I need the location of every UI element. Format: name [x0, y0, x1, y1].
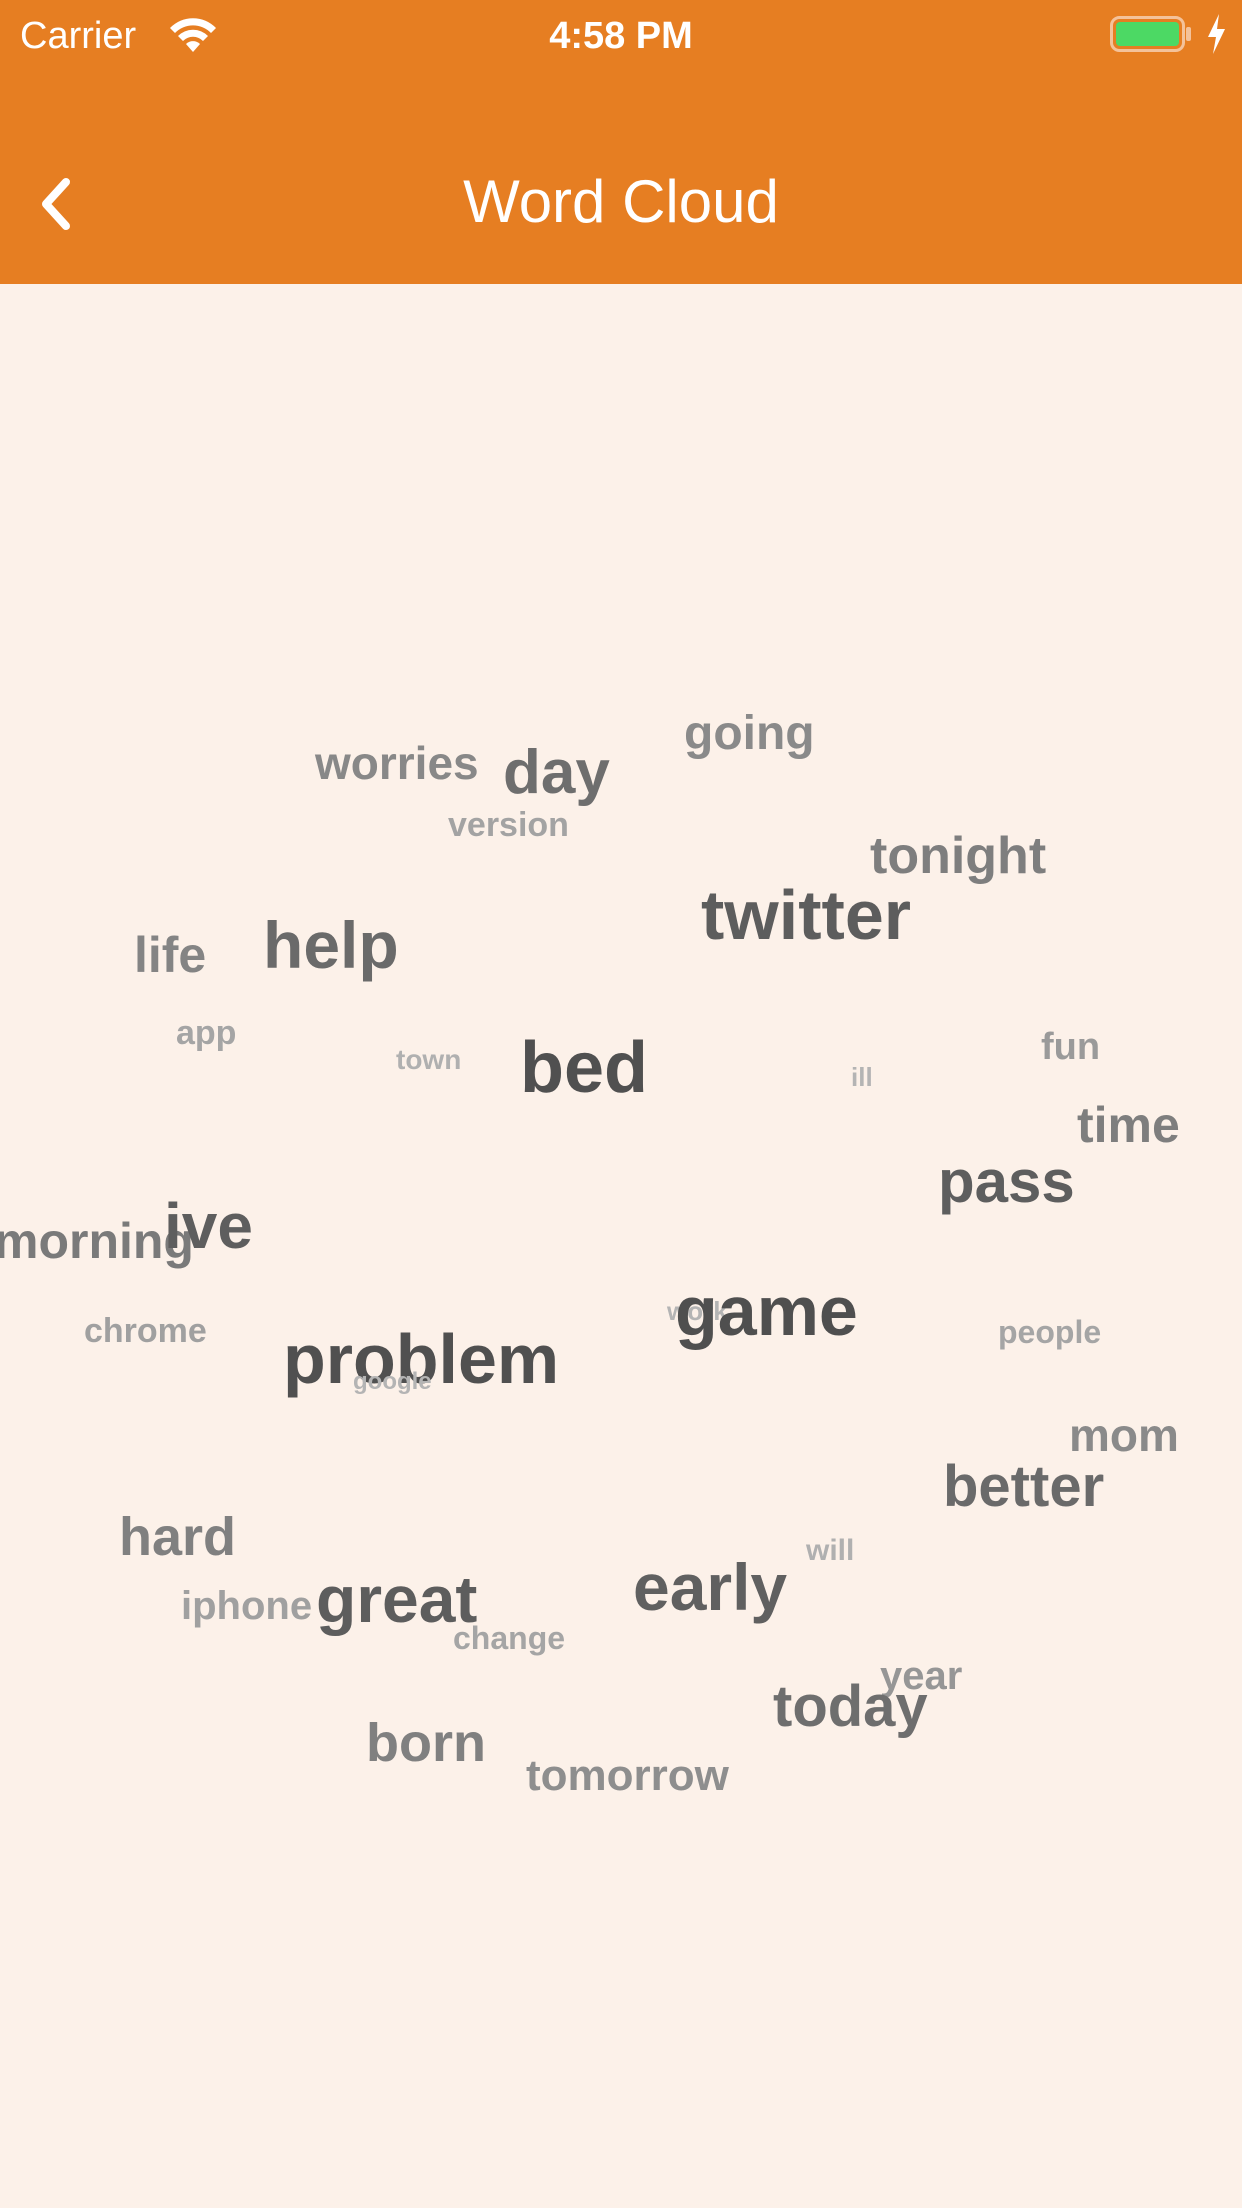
word-tomorrow[interactable]: tomorrow — [526, 1751, 729, 1800]
carrier-label: Carrier — [20, 15, 137, 57]
word-version[interactable]: version — [448, 806, 569, 844]
word-ill[interactable]: ill — [851, 1062, 873, 1092]
word-time[interactable]: time — [1077, 1097, 1180, 1153]
status-time: 4:58 PM — [549, 15, 693, 57]
word-problem[interactable]: problem — [283, 1320, 560, 1398]
word-town[interactable]: town — [396, 1044, 462, 1075]
word-hard[interactable]: hard — [119, 1507, 237, 1567]
word-pass[interactable]: pass — [938, 1148, 1075, 1215]
chevron-left-icon — [42, 178, 70, 230]
word-cloud: going worries day version tonight twitte… — [0, 284, 1242, 2208]
word-going[interactable]: going — [684, 707, 815, 760]
word-app[interactable]: app — [176, 1014, 237, 1052]
word-game[interactable]: game — [675, 1272, 858, 1350]
battery-icon — [1110, 16, 1191, 52]
word-better[interactable]: better — [943, 1454, 1105, 1519]
word-early[interactable]: early — [633, 1550, 788, 1624]
wifi-icon — [170, 18, 216, 52]
nav-header: Carrier 4:58 PM Word Cloud — [0, 0, 1242, 284]
word-year[interactable]: year — [880, 1654, 963, 1698]
word-twitter[interactable]: twitter — [701, 876, 911, 954]
word-will[interactable]: will — [806, 1534, 855, 1567]
word-ive[interactable]: ive — [164, 1190, 253, 1262]
word-today[interactable]: today — [773, 1674, 928, 1739]
word-google[interactable]: google — [353, 1368, 432, 1395]
word-change[interactable]: change — [453, 1620, 566, 1656]
word-help[interactable]: help — [263, 908, 399, 982]
page-title: Word Cloud — [463, 168, 779, 235]
word-day[interactable]: day — [503, 738, 610, 807]
word-bed[interactable]: bed — [520, 1028, 649, 1108]
word-morning[interactable]: morning — [0, 1213, 194, 1269]
word-mom[interactable]: mom — [1069, 1409, 1179, 1461]
word-iphone[interactable]: iphone — [181, 1584, 313, 1628]
word-worries[interactable]: worries — [315, 737, 479, 789]
word-chrome[interactable]: chrome — [84, 1312, 207, 1350]
word-people[interactable]: people — [998, 1314, 1102, 1350]
charging-bolt-icon — [1208, 14, 1225, 54]
word-work[interactable]: work — [667, 1296, 728, 1326]
word-fun[interactable]: fun — [1041, 1026, 1101, 1068]
word-tonight[interactable]: tonight — [870, 827, 1047, 885]
word-great[interactable]: great — [316, 1562, 478, 1636]
word-life[interactable]: life — [134, 927, 207, 983]
word-born[interactable]: born — [366, 1713, 486, 1773]
back-button[interactable] — [28, 170, 88, 240]
